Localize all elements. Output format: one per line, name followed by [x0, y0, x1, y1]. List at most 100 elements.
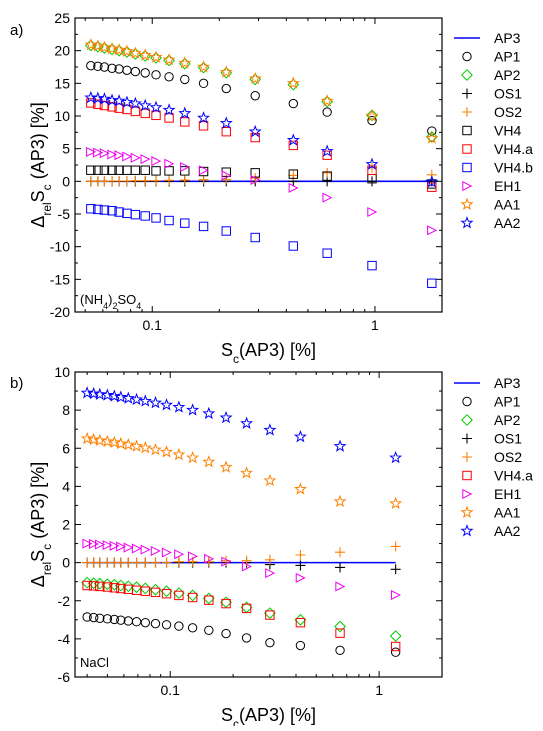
y-tick-label: 10: [54, 364, 70, 380]
data-point: [333, 439, 347, 452]
data-point: [150, 618, 161, 629]
data-point: [335, 645, 345, 656]
data-point: [114, 436, 128, 450]
legend-label: AA1: [494, 197, 521, 213]
legend-entry: EH1: [462, 178, 521, 194]
data-point: [389, 496, 403, 510]
data-point: [122, 65, 132, 75]
data-point: [149, 50, 163, 63]
legend-entry: EH1: [462, 486, 521, 502]
data-point: [240, 466, 254, 479]
data-point: [249, 73, 262, 86]
data-point: [295, 560, 306, 571]
y-tick-label: 0: [62, 555, 70, 571]
legend-entry: AP3: [454, 375, 521, 391]
series-AA1: [80, 431, 403, 510]
data-point: [162, 52, 176, 66]
data-point: [221, 170, 232, 181]
data-point: [86, 146, 97, 157]
data-point: [187, 551, 198, 562]
y-tick-label: 5: [62, 141, 70, 157]
data-point: [164, 158, 175, 169]
data-point: [130, 106, 141, 117]
series-AP1: [86, 60, 437, 136]
data-point: [288, 169, 299, 179]
legend-label: AA1: [494, 505, 521, 521]
data-point: [116, 615, 126, 625]
data-point: [93, 61, 103, 72]
data-point: [240, 416, 254, 429]
data-point: [116, 541, 127, 552]
data-point: [365, 157, 379, 170]
data-point: [161, 588, 172, 599]
data-point: [219, 410, 233, 424]
data-point: [295, 572, 306, 583]
legend-marker: [462, 470, 472, 481]
data-point: [95, 539, 106, 550]
data-point: [320, 144, 334, 157]
data-point: [151, 166, 161, 176]
data-point: [150, 557, 161, 568]
data-point: [140, 165, 150, 175]
legend-marker: [462, 433, 472, 444]
legend-entry: AP3: [454, 30, 521, 46]
legend-marker: [462, 51, 472, 62]
series-VH4.a: [82, 580, 401, 652]
data-point: [288, 170, 299, 181]
data-point: [149, 442, 162, 456]
data-point: [97, 40, 111, 53]
data-point: [427, 126, 437, 136]
data-point: [390, 564, 401, 575]
data-point: [294, 613, 307, 626]
plot-frame: [74, 17, 443, 313]
data-point: [164, 113, 174, 123]
data-point: [425, 175, 439, 188]
data-point: [114, 390, 128, 403]
data-point: [295, 550, 306, 560]
data-point: [366, 109, 378, 122]
x-tick-label: 1: [375, 682, 383, 698]
data-point: [140, 557, 151, 568]
data-point: [80, 431, 94, 445]
data-point: [335, 562, 346, 573]
data-point: [180, 74, 190, 85]
y-tick-label: 20: [54, 43, 70, 59]
data-point: [174, 590, 184, 601]
data-point: [174, 549, 185, 560]
data-point: [128, 96, 142, 110]
data-point: [174, 621, 184, 631]
data-point: [221, 126, 231, 137]
data-point: [107, 206, 117, 216]
data-point: [390, 647, 401, 657]
data-point: [198, 221, 209, 232]
data-point: [265, 610, 275, 620]
legend-marker: [462, 107, 472, 117]
data-point: [221, 598, 231, 609]
data-point: [99, 205, 110, 215]
legend-marker: [461, 414, 473, 426]
x-axis-title: Sc(AP3) [%]: [221, 705, 316, 726]
data-point: [164, 72, 174, 82]
series-EH1: [82, 538, 401, 601]
legend-marker: [460, 524, 474, 537]
data-point: [102, 614, 113, 624]
data-point: [99, 62, 110, 72]
data-point: [264, 554, 275, 565]
data-point: [197, 60, 211, 73]
data-point: [295, 640, 306, 651]
data-point: [82, 538, 93, 549]
legend-entry: OS2: [462, 104, 522, 120]
data-point: [139, 49, 152, 62]
data-point: [367, 176, 378, 187]
data-point: [265, 568, 276, 579]
data-point: [219, 460, 233, 473]
data-point: [130, 152, 141, 163]
data-point: [164, 175, 175, 186]
y-tick-label: 25: [54, 10, 70, 26]
series-VH4.a: [86, 98, 437, 192]
data-point: [178, 56, 192, 69]
data-point: [221, 226, 231, 236]
data-point: [130, 392, 144, 406]
legend-label: OS2: [494, 449, 522, 465]
